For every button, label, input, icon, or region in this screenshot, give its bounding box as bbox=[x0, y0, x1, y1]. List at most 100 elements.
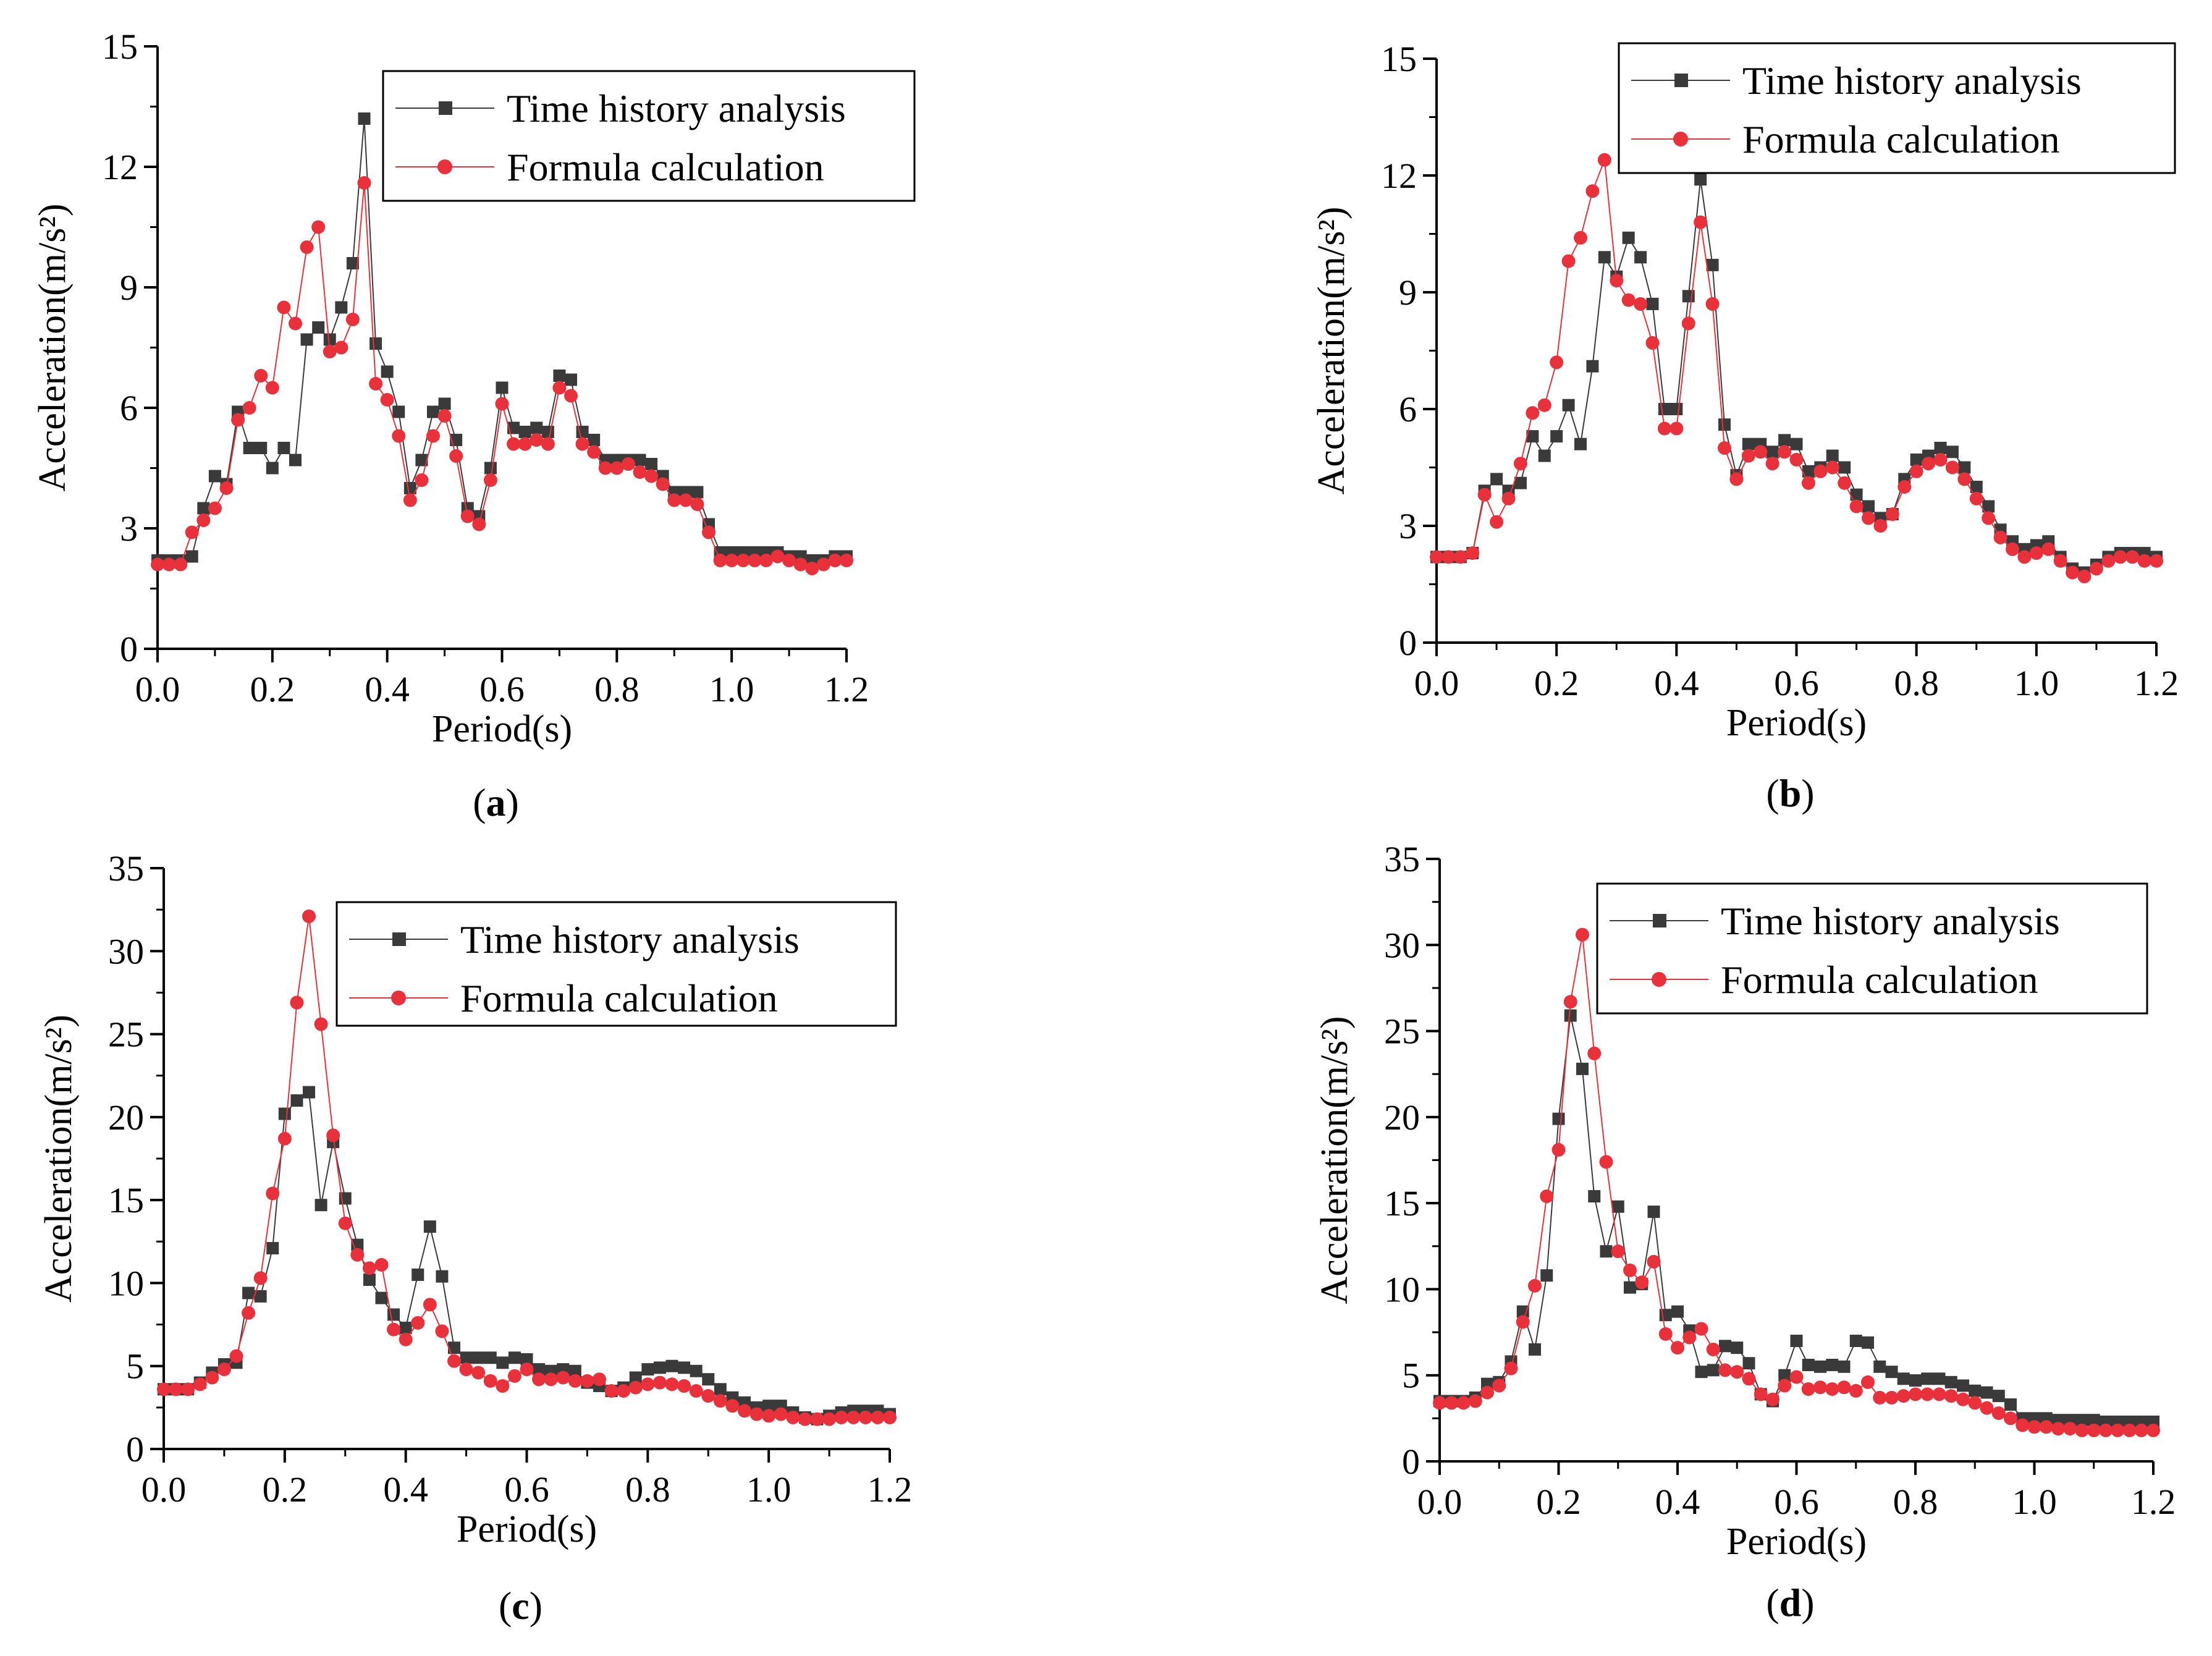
data-point-time-history bbox=[1576, 1062, 1589, 1075]
x-tick-label: 0.2 bbox=[250, 669, 295, 709]
data-point-formula bbox=[656, 477, 670, 491]
data-point-formula bbox=[2113, 550, 2127, 564]
data-point-formula bbox=[1968, 1396, 1982, 1410]
data-point-formula bbox=[1898, 480, 1912, 494]
x-tick-label: 0.4 bbox=[1654, 663, 1699, 703]
data-point-time-history bbox=[381, 365, 394, 378]
data-point-formula bbox=[1504, 1361, 1518, 1375]
data-point-time-history bbox=[1588, 1190, 1601, 1202]
data-point-formula bbox=[1445, 1396, 1459, 1410]
data-point-time-history bbox=[1778, 434, 1791, 447]
data-point-formula bbox=[196, 513, 211, 527]
data-point-formula bbox=[151, 557, 164, 572]
data-point-time-history bbox=[1850, 488, 1863, 501]
data-point-formula bbox=[277, 300, 291, 315]
data-point-formula bbox=[266, 1186, 280, 1201]
data-point-time-history bbox=[1731, 1341, 1744, 1354]
data-point-formula bbox=[1526, 406, 1540, 420]
data-point-formula bbox=[162, 557, 176, 572]
data-point-formula bbox=[1647, 1254, 1661, 1269]
data-point-formula bbox=[617, 1384, 631, 1398]
data-point-formula bbox=[828, 554, 842, 567]
data-point-time-history bbox=[1671, 1305, 1684, 1318]
x-tick-label: 0.4 bbox=[383, 1469, 428, 1510]
y-tick-label: 15 bbox=[108, 1180, 144, 1220]
data-point-time-history bbox=[1490, 473, 1503, 486]
data-point-formula bbox=[1801, 1382, 1815, 1396]
data-point-formula bbox=[254, 369, 268, 382]
data-point-formula bbox=[1468, 1394, 1482, 1408]
data-point-time-history bbox=[1514, 476, 1527, 489]
x-tick-label: 0.0 bbox=[135, 669, 180, 709]
data-point-time-history bbox=[1790, 1335, 1803, 1347]
data-point-time-history bbox=[1826, 449, 1839, 462]
data-point-time-history bbox=[678, 1361, 691, 1374]
x-tick-label: 0.6 bbox=[479, 669, 525, 709]
data-point-formula bbox=[580, 1374, 594, 1388]
data-point-time-history bbox=[387, 1308, 400, 1321]
data-point-formula bbox=[782, 554, 796, 567]
data-point-formula bbox=[1825, 460, 1839, 475]
data-point-time-history bbox=[1849, 1335, 1862, 1347]
data-point-formula bbox=[507, 437, 521, 451]
data-point-time-history bbox=[278, 1107, 291, 1120]
panel-label-close: ) bbox=[1801, 771, 1814, 815]
data-point-formula bbox=[678, 493, 693, 507]
data-point-formula bbox=[1574, 230, 1587, 245]
data-point-formula bbox=[472, 517, 486, 531]
data-point-time-history bbox=[255, 442, 268, 454]
data-point-formula bbox=[759, 554, 773, 567]
chart-panel-d: 0.0 0.2 0.4 0.6 0.8 1.0 1.2 0 5 10 15 20 25 30 35 Perio… bbox=[1314, 839, 2176, 1624]
data-point-time-history bbox=[1885, 1366, 1898, 1379]
data-point-formula bbox=[1466, 546, 1480, 560]
data-point-time-history bbox=[1695, 1366, 1708, 1379]
data-point-formula bbox=[1576, 927, 1589, 942]
data-point-time-history bbox=[565, 373, 577, 386]
legend-marker-square bbox=[439, 101, 452, 115]
data-point-formula bbox=[174, 557, 188, 572]
data-point-formula bbox=[2087, 1423, 2101, 1437]
data-point-formula bbox=[1957, 472, 1972, 486]
data-point-time-history bbox=[553, 370, 566, 382]
data-point-time-history bbox=[1624, 1281, 1636, 1294]
data-point-formula bbox=[1550, 355, 1564, 370]
data-point-formula bbox=[483, 473, 497, 487]
data-point-formula bbox=[1885, 1390, 1899, 1405]
panel-label-open: ( bbox=[1766, 771, 1779, 815]
data-point-formula bbox=[1922, 457, 1936, 471]
data-point-time-history bbox=[314, 1199, 327, 1212]
data-point-time-history bbox=[520, 1353, 533, 1366]
data-point-formula bbox=[357, 176, 371, 190]
panel-label-letter: b bbox=[1779, 771, 1802, 815]
data-point-time-history bbox=[1742, 1357, 1755, 1370]
legend-box bbox=[1596, 882, 2148, 1015]
data-point-formula bbox=[816, 557, 830, 572]
data-point-time-history bbox=[1526, 430, 1539, 443]
data-point-formula bbox=[1945, 460, 1959, 475]
x-tick-label: 0.8 bbox=[1893, 1482, 1938, 1522]
data-point-formula bbox=[1671, 1341, 1684, 1355]
data-point-formula bbox=[323, 345, 337, 358]
x-tick-label: 1.0 bbox=[709, 669, 754, 709]
data-point-time-history bbox=[1634, 251, 1647, 264]
legend: Time history analysis Formula calculation bbox=[1596, 882, 2148, 1015]
data-point-time-history bbox=[208, 470, 221, 483]
data-point-formula bbox=[471, 1366, 486, 1380]
data-point-formula bbox=[793, 557, 808, 572]
data-point-time-history bbox=[185, 550, 198, 563]
x-tick-label: 0.2 bbox=[1534, 663, 1579, 703]
x-tick-label: 0.8 bbox=[594, 669, 640, 709]
data-point-time-history bbox=[518, 426, 531, 438]
data-point-formula bbox=[690, 497, 704, 511]
data-point-time-history bbox=[665, 1359, 678, 1372]
data-point-time-history bbox=[266, 1242, 279, 1255]
data-point-formula bbox=[449, 449, 463, 463]
data-point-formula bbox=[1516, 1315, 1530, 1329]
data-point-time-history bbox=[1647, 1206, 1660, 1219]
y-tick-label: 5 bbox=[1402, 1356, 1420, 1396]
data-point-formula bbox=[1477, 488, 1492, 502]
data-point-formula bbox=[289, 316, 302, 331]
y-tick-label: 10 bbox=[1384, 1269, 1420, 1309]
data-point-time-history bbox=[1982, 500, 1995, 513]
legend-box bbox=[382, 70, 916, 202]
